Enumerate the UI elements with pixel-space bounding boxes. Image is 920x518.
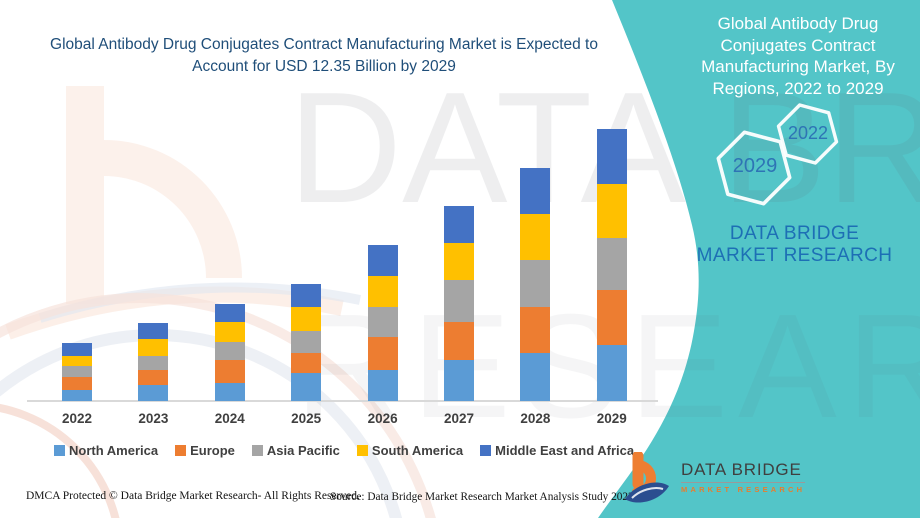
bar-group-2024 [214,303,245,401]
x-axis-tick-label: 2024 [214,411,245,426]
x-axis-tick-label: 2027 [443,411,475,426]
peach-b-stem-watermark [66,86,104,304]
bar-group-2025 [291,284,322,401]
bar-segment-asia-pacific [444,280,474,323]
hexagon-year-2029: 2029 [732,155,778,177]
legend-swatch [356,445,368,456]
legend-item-asia-pacific: Asia Pacific [251,443,340,458]
legend-swatch [251,445,263,456]
bar-segment-north-america [214,382,245,401]
bar-segment-middle-east-and-africa [367,245,398,277]
bar-segment-asia-pacific [138,356,169,371]
bar-segment-middle-east-and-africa [291,284,322,307]
bar-segment-south-america [367,276,398,307]
x-axis-tick-label: 2026 [367,411,398,426]
legend-label: Europe [190,443,235,458]
x-axis-tick-label: 2029 [596,411,627,426]
bar-group-2023 [138,323,169,401]
bar-segment-south-america [444,242,474,281]
chart-legend: North America Europe Asia Pacific South Ame… [54,443,634,458]
logo-subtitle: MARKET RESEARCH [681,485,806,494]
x-axis-tick-label: 2023 [138,411,169,426]
bar-segment-asia-pacific [62,366,92,378]
bar-segment-asia-pacific [291,330,322,353]
brand-caption: DATA BRIDGE MARKET RESEARCH [696,223,893,266]
side-panel-title: Global Antibody Drug Conjugates Contract… [701,14,895,98]
data-bridge-logo-icon [625,452,669,503]
bar-group-2026 [367,245,398,401]
bar-segment-middle-east-and-africa [520,168,551,214]
logo-title: DATA BRIDGE [681,460,806,483]
bar-group-2022 [62,343,92,401]
legend-swatch [54,445,65,456]
legend-swatch [175,445,187,456]
bar-segment-south-america [214,322,245,343]
data-bridge-logo-text: DATA BRIDGE MARKET RESEARCH [681,460,806,494]
bar-group-2027 [444,206,474,401]
bar-segment-asia-pacific [596,237,627,290]
bar-segment-europe [62,377,92,390]
legend-item-europe: Europe [175,443,235,458]
legend-label: North America [69,443,159,458]
bar-group-2028 [520,168,551,401]
bar-segment-north-america [444,360,474,401]
bar-segment-asia-pacific [520,260,551,308]
legend-item-north-america: North America [54,443,158,458]
dmca-notice: DMCA Protected © Data Bridge Market Rese… [26,490,360,502]
legend-item-middle-east-and-africa: Middle East and Africa [480,443,634,458]
legend-swatch [480,445,492,456]
bar-segment-middle-east-and-africa [596,129,627,184]
bar-segment-middle-east-and-africa [214,303,245,323]
circle-watermark [0,293,436,518]
x-axis-tick-label: 2025 [291,411,322,426]
bar-segment-south-america [520,213,551,261]
bar-segment-europe [214,360,245,383]
x-axis-tick-label: 2022 [61,411,93,426]
bar-segment-asia-pacific [214,342,245,361]
x-axis-tick-label: 2028 [520,411,551,426]
page-title: Global Antibody Drug Conjugates Contract… [50,36,598,76]
bar-segment-north-america [291,373,322,401]
source-note: Source: Data Bridge Market Research Mark… [330,491,634,503]
legend-label: Middle East and Africa [495,443,635,458]
bar-segment-south-america [596,183,627,238]
peach-b-bowl-watermark [104,140,242,278]
bar-segment-middle-east-and-africa [444,206,474,243]
bar-segment-europe [520,307,551,354]
bar-segment-middle-east-and-africa [138,323,169,339]
bar-group-2029 [596,129,627,401]
bar-segment-north-america [596,345,627,401]
bar-segment-south-america [291,306,322,331]
x-axis-line [27,400,658,402]
bar-segment-south-america [62,356,92,367]
hexagon-year-2022: 2022 [787,123,829,143]
data-bridge-logo: DATA BRIDGE MARKET RESEARCH [622,452,806,506]
bar-segment-north-america [520,353,551,401]
bar-segment-north-america [138,385,169,401]
bar-segment-europe [596,289,627,346]
bar-segment-middle-east-and-africa [62,343,92,357]
bar-segment-south-america [138,338,169,357]
bar-segment-europe [291,352,322,374]
bar-segment-europe [367,337,398,371]
legend-label: Asia Pacific [266,443,340,458]
teal-panel-shape [598,0,920,518]
bar-segment-north-america [62,389,92,401]
legend-item-south-america: South America [356,443,464,458]
bar-segment-europe [138,370,169,386]
bar-segment-europe [444,322,474,361]
legend-label: South America [371,443,464,458]
bar-segment-north-america [367,370,398,401]
bar-segment-asia-pacific [367,306,398,338]
